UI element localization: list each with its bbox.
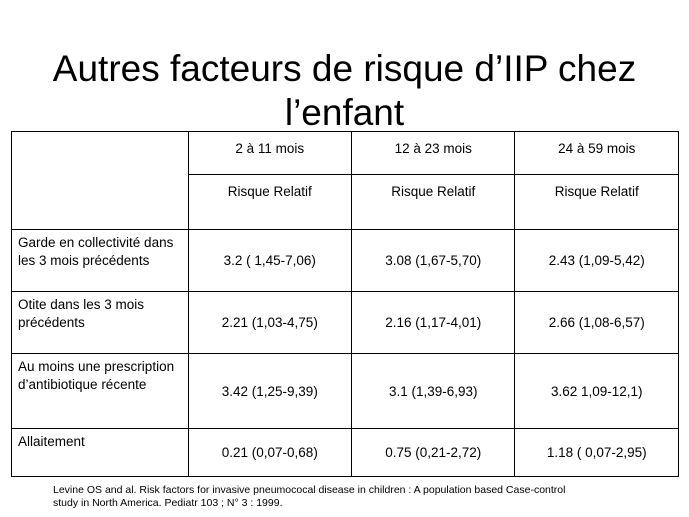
table-cell: 2.16 (1,17-4,01): [351, 291, 516, 354]
citation: Levine OS and al. Risk factors for invas…: [53, 484, 653, 510]
slide-title: Autres facteurs de risque d’IIP chez l’e…: [0, 47, 689, 135]
table-row: Au moins une prescription d’antibiotique…: [11, 353, 679, 429]
table-row: Allaitement 0.21 (0,07-0,68) 0.75 (0,21-…: [11, 428, 679, 477]
subheader-risque-relatif: Risque Relatif: [514, 174, 679, 230]
table-cell: 2.21 (1,03-4,75): [187, 291, 353, 354]
header-corner-cell: [11, 131, 189, 230]
citation-line-1: Levine OS and al. Risk factors for invas…: [53, 484, 566, 496]
column-header-2-11-mois: 2 à 11 mois: [187, 131, 353, 175]
table-cell: 2.66 (1,08-6,57): [514, 291, 679, 354]
table-cell: 3.2 ( 1,45-7,06): [187, 229, 353, 292]
table-cell: 3.08 (1,67-5,70): [351, 229, 516, 292]
row-label-allaitement: Allaitement: [11, 428, 189, 477]
column-header-24-59-mois: 24 à 59 mois: [514, 131, 679, 175]
row-label-otite: Otite dans les 3 mois précédents: [11, 291, 189, 354]
table-cell: 3.62 1,09-12,1): [514, 353, 679, 429]
table-header-row: 2 à 11 mois 12 à 23 mois 24 à 59 mois: [11, 131, 679, 230]
row-label-garde-collectivite: Garde en collectivité dans les 3 mois pr…: [11, 229, 189, 292]
table-cell: 1.18 ( 0,07-2,95): [514, 428, 679, 477]
table-cell: 3.1 (1,39-6,93): [351, 353, 516, 429]
table-row: Garde en collectivité dans les 3 mois pr…: [11, 229, 679, 292]
table-cell: 0.21 (0,07-0,68): [187, 428, 353, 477]
risk-factor-table: 2 à 11 mois 12 à 23 mois 24 à 59 mois Ri…: [11, 131, 679, 477]
table-cell: 2.43 (1,09-5,42): [514, 229, 679, 292]
citation-line-2: study in North America. Pediatr 103 ; N°…: [53, 497, 283, 509]
slide-title-line-1: Autres facteurs de risque d’IIP chez: [52, 47, 637, 89]
table-cell: 0.75 (0,21-2,72): [351, 428, 516, 477]
column-header-12-23-mois: 12 à 23 mois: [351, 131, 516, 175]
subheader-risque-relatif: Risque Relatif: [351, 174, 516, 230]
table-row: Otite dans les 3 mois précédents 2.21 (1…: [11, 291, 679, 354]
row-label-antibiotique: Au moins une prescription d’antibiotique…: [11, 353, 189, 429]
slide-title-line-2: l’enfant: [284, 91, 405, 133]
table-subheader-row: Risque Relatif Risque Relatif Risque Rel…: [12, 174, 679, 230]
table-cell: 3.42 (1,25-9,39): [187, 353, 353, 429]
subheader-risque-relatif: Risque Relatif: [187, 174, 353, 230]
